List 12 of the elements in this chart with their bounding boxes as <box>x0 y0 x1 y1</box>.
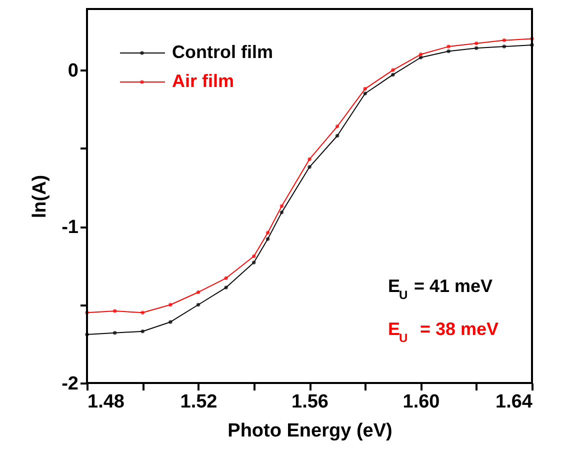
x-tick-label: 1.64 <box>496 392 533 412</box>
x-tick-label: 1.56 <box>292 392 328 412</box>
legend-label: Control film <box>172 42 273 62</box>
x-axis-title: Photo Energy (eV) <box>228 420 392 442</box>
y-tick-label: 0 <box>68 60 78 82</box>
x-tick-label: 1.60 <box>402 392 440 412</box>
y-tick-label: -1 <box>62 217 79 238</box>
x-tick-label: 1.48 <box>88 392 124 412</box>
y-tick-label: -2 <box>62 374 78 394</box>
y-axis-title: ln(A) <box>30 174 51 218</box>
legend-label: Air film <box>172 71 234 91</box>
x-tick-label: 1.52 <box>180 392 218 412</box>
